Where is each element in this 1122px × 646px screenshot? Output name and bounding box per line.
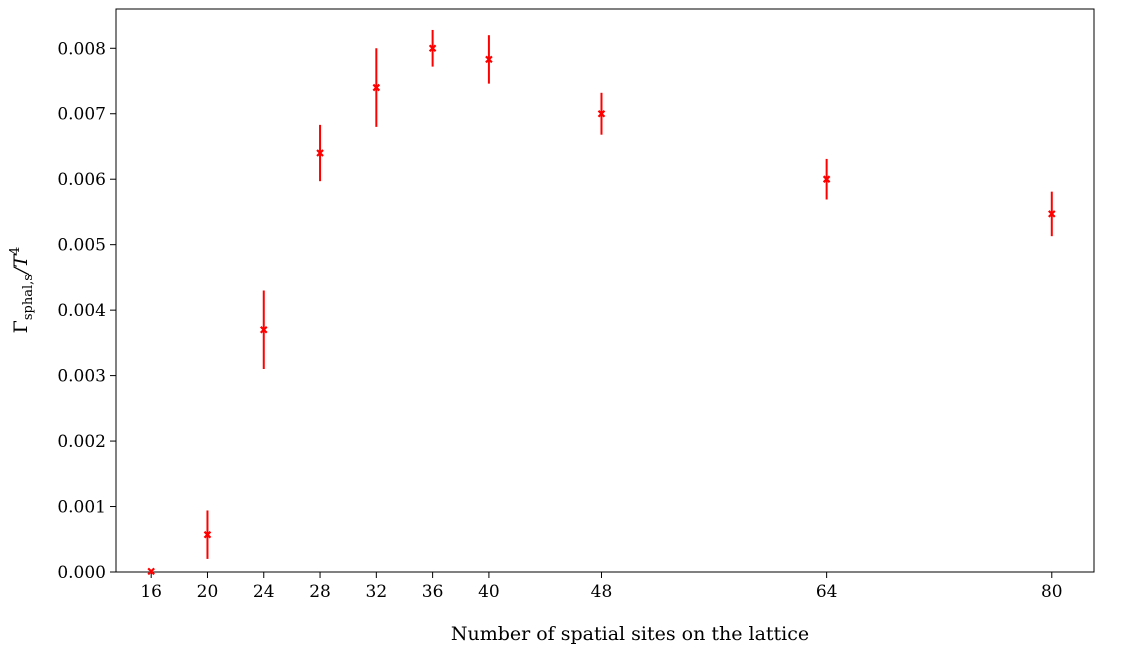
data-point	[147, 567, 155, 576]
data-point	[1048, 210, 1056, 218]
x-tick-label: 48	[591, 582, 613, 602]
y-tick-label: 0.005	[57, 236, 106, 256]
y-tick-label: 0.000	[57, 563, 106, 583]
y-axis-title: Γsphal,s/T4	[8, 247, 36, 334]
y-axis-title-main: Γ	[10, 320, 32, 333]
x-tick-label: 40	[478, 582, 500, 602]
x-tick-label: 64	[816, 582, 838, 602]
x-tick-label: 28	[309, 582, 331, 602]
y-tick-label: 0.001	[57, 498, 106, 518]
x-axis-title: Number of spatial sites on the lattice	[451, 623, 809, 645]
y-tick-label: 0.006	[57, 170, 106, 190]
x-tick-label: 36	[422, 582, 444, 602]
data-point	[428, 44, 437, 53]
y-tick-label: 0.004	[57, 301, 106, 321]
x-tick-label: 80	[1041, 582, 1063, 602]
x-tick-label: 16	[140, 582, 162, 602]
y-tick-label: 0.002	[57, 432, 106, 452]
data-point	[203, 530, 212, 539]
y-axis-title-sub: sphal,s	[21, 274, 36, 320]
data-point	[822, 175, 831, 183]
y-axis-title-mid: /T	[10, 254, 32, 276]
data-point	[372, 83, 381, 92]
x-axis: 16 20 24 28 32 36 40 48 64 80	[140, 572, 1063, 602]
data-point	[316, 149, 324, 157]
data-series	[147, 29, 1056, 576]
data-point	[259, 326, 268, 334]
y-tick-label: 0.007	[57, 105, 106, 125]
y-tick-label: 0.008	[57, 39, 106, 59]
y-axis: 0.000 0.001 0.002 0.003 0.004 0.005 0.006 0.007…	[57, 39, 116, 583]
data-point	[485, 55, 493, 64]
plot-frame	[115, 8, 1095, 573]
y-axis-title-sup: 4	[8, 247, 23, 255]
data-point	[597, 109, 606, 118]
x-tick-label: 20	[197, 582, 219, 602]
x-tick-label: 32	[366, 582, 388, 602]
x-tick-label: 24	[253, 582, 275, 602]
y-tick-label: 0.003	[57, 367, 106, 387]
